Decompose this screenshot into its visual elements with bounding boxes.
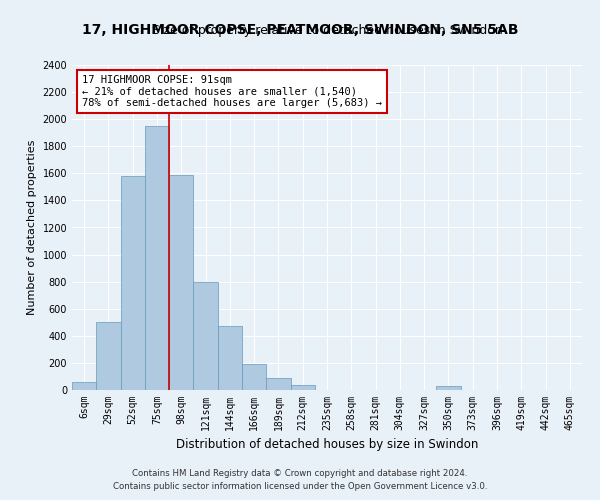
Bar: [193, 282, 218, 390]
X-axis label: Distribution of detached houses by size in Swindon: Distribution of detached houses by size …: [176, 438, 478, 452]
Title: Size of property relative to detached houses in Swindon: Size of property relative to detached ho…: [152, 24, 502, 38]
Bar: [145, 126, 169, 390]
Bar: [290, 386, 315, 390]
Bar: [218, 326, 242, 390]
Text: 17, HIGHMOOR COPSE, PEATMOOR, SWINDON, SN5 5AB: 17, HIGHMOOR COPSE, PEATMOOR, SWINDON, S…: [82, 22, 518, 36]
Bar: [121, 176, 145, 390]
Y-axis label: Number of detached properties: Number of detached properties: [27, 140, 37, 315]
Bar: [96, 322, 121, 390]
Bar: [169, 174, 193, 390]
Bar: [242, 364, 266, 390]
Text: Contains public sector information licensed under the Open Government Licence v3: Contains public sector information licen…: [113, 482, 487, 491]
Text: Contains HM Land Registry data © Crown copyright and database right 2024.: Contains HM Land Registry data © Crown c…: [132, 468, 468, 477]
Bar: [266, 378, 290, 390]
Bar: [72, 382, 96, 390]
Bar: [436, 386, 461, 390]
Text: 17 HIGHMOOR COPSE: 91sqm
← 21% of detached houses are smaller (1,540)
78% of sem: 17 HIGHMOOR COPSE: 91sqm ← 21% of detach…: [82, 74, 382, 108]
